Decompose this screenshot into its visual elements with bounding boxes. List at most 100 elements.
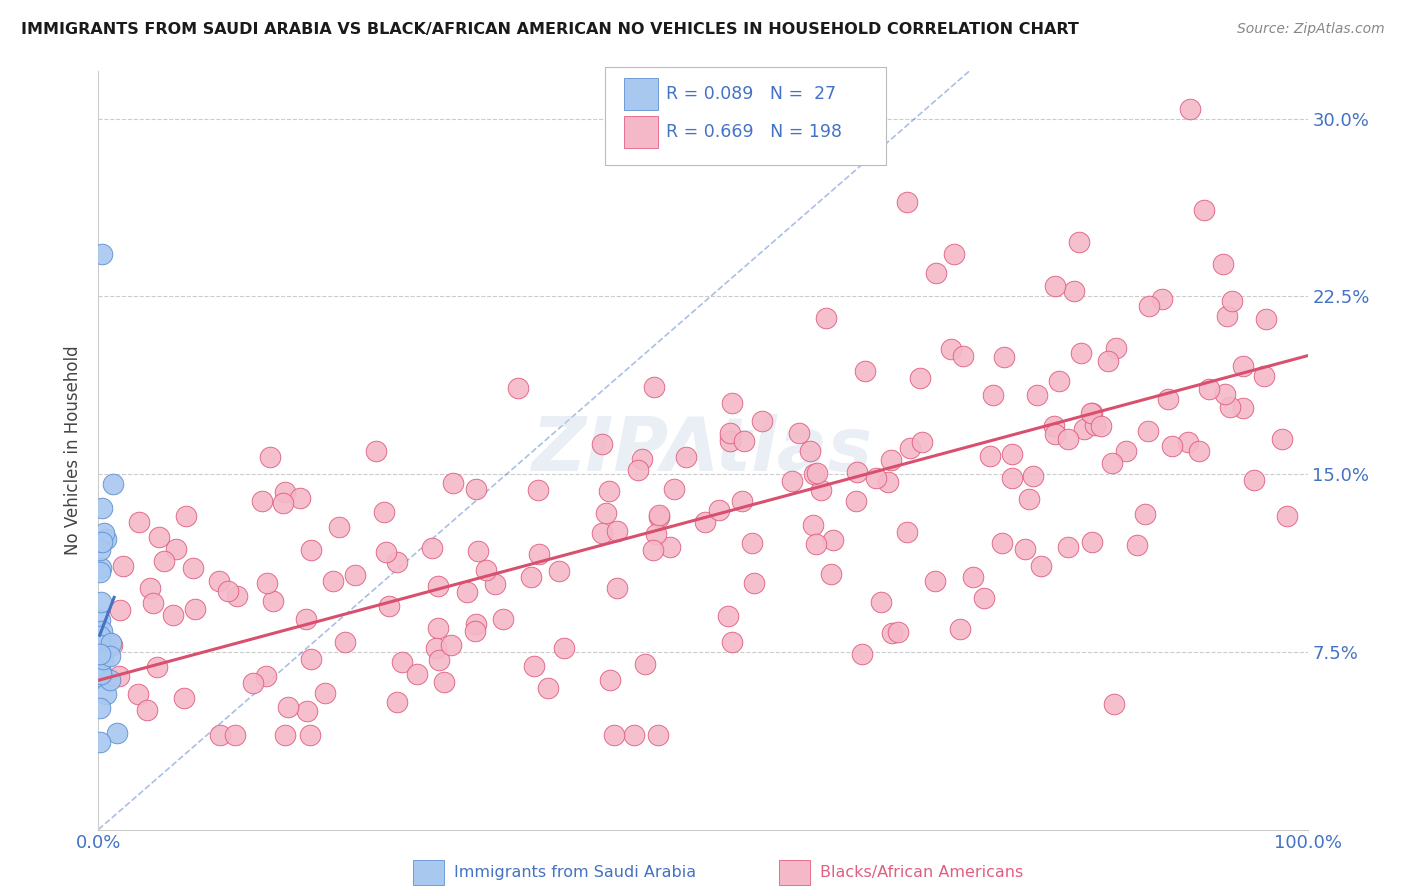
Point [1081,406,1104,420]
Point [314,686,336,700]
Point [806,466,828,480]
Point [962,570,984,584]
Point [94,532,117,546]
Point [90,561,112,575]
Point [979,449,1001,463]
Point [295,704,318,718]
Point [492,612,515,626]
Point [427,653,450,667]
Point [256,576,278,591]
Point [427,621,450,635]
Point [96,687,118,701]
Point [641,543,664,558]
Text: Source: ZipAtlas.com: Source: ZipAtlas.com [1237,22,1385,37]
Point [110,602,132,616]
Point [343,568,366,582]
Point [1090,419,1112,434]
Point [717,608,740,623]
Point [1220,293,1243,308]
Point [100,636,122,650]
Point [634,657,657,671]
Point [391,655,413,669]
Point [162,607,184,622]
Point [89,669,111,683]
Point [591,526,613,541]
Point [925,266,948,280]
Point [911,435,934,450]
Point [880,626,903,640]
Point [527,483,550,497]
Point [1178,103,1201,117]
Text: Blacks/African Americans: Blacks/African Americans [820,865,1024,880]
Point [387,695,409,709]
Point [127,686,149,700]
Point [142,596,165,610]
Point [93,632,115,647]
Point [91,652,114,666]
Point [1043,278,1066,293]
Point [1067,235,1090,250]
Point [1080,406,1102,420]
Point [648,508,671,522]
Point [845,466,868,480]
Point [375,545,398,559]
Point [298,728,321,742]
Point [751,414,773,428]
Point [599,673,621,688]
Point [464,624,486,638]
Point [1198,382,1220,396]
Point [1021,469,1043,483]
Point [741,535,763,549]
Point [91,535,114,549]
Point [851,648,873,662]
Point [277,700,299,714]
Point [441,476,464,491]
Point [707,503,730,517]
Point [101,476,124,491]
Point [1219,400,1241,414]
Point [887,624,910,639]
Point [378,599,401,613]
Point [602,728,624,742]
Point [148,530,170,544]
Point [112,559,135,574]
Point [135,703,157,717]
Point [184,602,207,616]
Point [1275,508,1298,523]
Point [1047,374,1070,388]
Point [259,450,281,464]
Point [90,666,112,681]
Point [718,426,741,441]
Point [89,638,111,652]
Point [924,574,946,588]
Point [519,570,541,584]
Point [108,668,131,682]
Point [101,638,124,652]
Point [1137,299,1160,313]
Point [105,726,128,740]
Point [90,501,112,516]
Point [820,566,842,581]
Point [1192,203,1215,218]
Point [1133,507,1156,521]
Point [990,536,1012,550]
Point [939,342,962,356]
Point [973,591,995,605]
Point [1018,491,1040,506]
Point [1043,426,1066,441]
Point [606,582,628,596]
Point [252,493,274,508]
Point [217,583,239,598]
Point [1102,697,1125,711]
Point [506,381,529,395]
Point [128,515,150,529]
Point [952,350,974,364]
Point [406,667,429,681]
Y-axis label: No Vehicles in Household: No Vehicles in Household [65,345,83,556]
Point [1014,542,1036,557]
Point [1073,422,1095,436]
Point [174,509,197,524]
Point [465,617,488,632]
Point [242,676,264,690]
Point [1254,311,1277,326]
